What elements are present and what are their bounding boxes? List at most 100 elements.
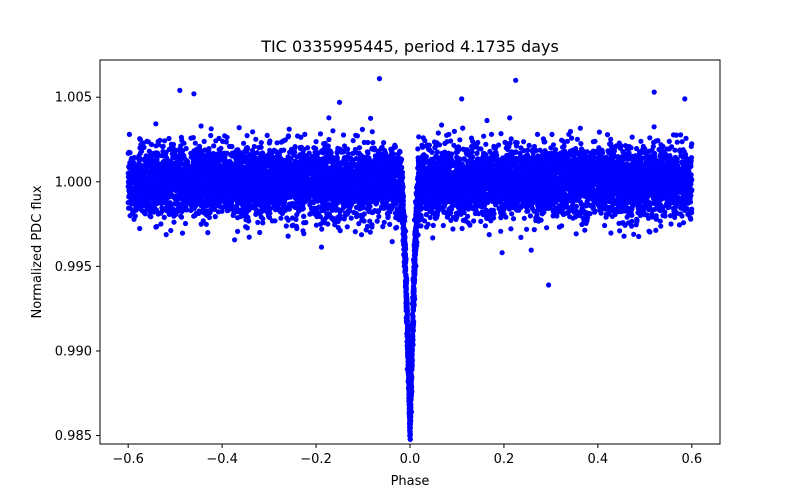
data-point xyxy=(440,222,446,229)
data-point xyxy=(260,220,266,226)
data-point xyxy=(509,155,515,161)
data-point xyxy=(300,228,306,234)
data-point xyxy=(387,221,393,227)
data-point xyxy=(274,140,280,146)
data-point xyxy=(241,140,247,146)
data-point xyxy=(423,212,429,218)
data-point xyxy=(278,215,284,221)
data-point xyxy=(621,233,627,239)
data-point xyxy=(358,232,365,238)
data-point xyxy=(356,221,362,227)
data-point xyxy=(192,140,198,146)
data-point xyxy=(631,231,637,237)
data-point xyxy=(499,250,505,256)
data-point xyxy=(474,150,480,156)
data-point xyxy=(453,210,459,216)
data-point xyxy=(498,131,504,137)
data-point xyxy=(168,227,174,234)
data-point xyxy=(518,234,524,240)
data-point xyxy=(507,140,513,146)
data-point xyxy=(198,221,204,227)
data-point xyxy=(232,237,238,243)
data-point xyxy=(364,149,370,155)
data-point xyxy=(508,226,514,232)
data-point xyxy=(171,219,177,225)
data-point xyxy=(264,132,270,138)
data-point xyxy=(272,207,279,213)
data-point xyxy=(353,204,360,211)
data-point xyxy=(435,130,441,136)
data-point xyxy=(374,218,380,224)
data-point xyxy=(340,132,347,138)
data-point xyxy=(521,139,527,145)
data-point xyxy=(376,213,382,220)
data-point xyxy=(681,149,688,155)
data-point xyxy=(301,213,307,219)
data-point xyxy=(211,143,217,149)
data-point xyxy=(636,233,642,240)
data-point xyxy=(424,224,430,230)
data-point xyxy=(434,149,440,155)
data-point xyxy=(292,144,298,150)
data-point xyxy=(286,126,292,132)
data-point xyxy=(353,210,359,217)
chart-title: TIC 0335995445, period 4.1735 days xyxy=(260,37,559,56)
data-point xyxy=(638,138,644,144)
data-point xyxy=(361,211,367,217)
data-point xyxy=(672,214,678,220)
data-point xyxy=(460,125,466,131)
data-point xyxy=(630,202,636,208)
data-point xyxy=(678,132,684,138)
data-point xyxy=(236,125,242,131)
data-point xyxy=(253,136,259,142)
data-point xyxy=(608,230,614,236)
data-point xyxy=(381,140,387,146)
data-point xyxy=(380,224,386,230)
data-point xyxy=(249,147,255,154)
data-point xyxy=(141,144,147,150)
data-point xyxy=(462,217,468,223)
data-point xyxy=(285,233,291,239)
data-point xyxy=(359,217,365,223)
data-point xyxy=(451,128,457,134)
data-point xyxy=(203,221,209,227)
data-point xyxy=(258,140,264,146)
data-point xyxy=(629,153,636,159)
data-point xyxy=(534,131,541,137)
data-point xyxy=(462,156,468,163)
data-point xyxy=(683,135,689,141)
data-point xyxy=(137,225,143,232)
data-point xyxy=(330,128,336,134)
data-point xyxy=(561,143,567,149)
data-point xyxy=(153,121,159,127)
data-point xyxy=(350,150,356,156)
data-point xyxy=(484,117,490,124)
data-point xyxy=(416,134,422,140)
data-point xyxy=(457,137,463,143)
data-point xyxy=(674,139,680,145)
data-point xyxy=(357,213,363,219)
data-point xyxy=(629,134,635,140)
data-point xyxy=(211,206,218,212)
data-point xyxy=(640,143,646,149)
data-point xyxy=(478,218,484,224)
data-point xyxy=(181,140,187,146)
data-point xyxy=(579,221,585,228)
data-point xyxy=(205,230,211,236)
data-point xyxy=(676,222,683,228)
data-point xyxy=(527,213,534,219)
data-point xyxy=(467,222,473,228)
data-point xyxy=(370,140,376,146)
data-point xyxy=(657,218,663,224)
data-point xyxy=(617,228,623,234)
data-points xyxy=(125,76,695,442)
data-point xyxy=(604,132,611,138)
data-point xyxy=(608,136,614,142)
data-point xyxy=(667,213,674,219)
data-point xyxy=(278,147,284,153)
data-point xyxy=(615,154,621,160)
data-point xyxy=(510,216,517,222)
data-point xyxy=(674,159,680,165)
data-point xyxy=(350,138,356,144)
